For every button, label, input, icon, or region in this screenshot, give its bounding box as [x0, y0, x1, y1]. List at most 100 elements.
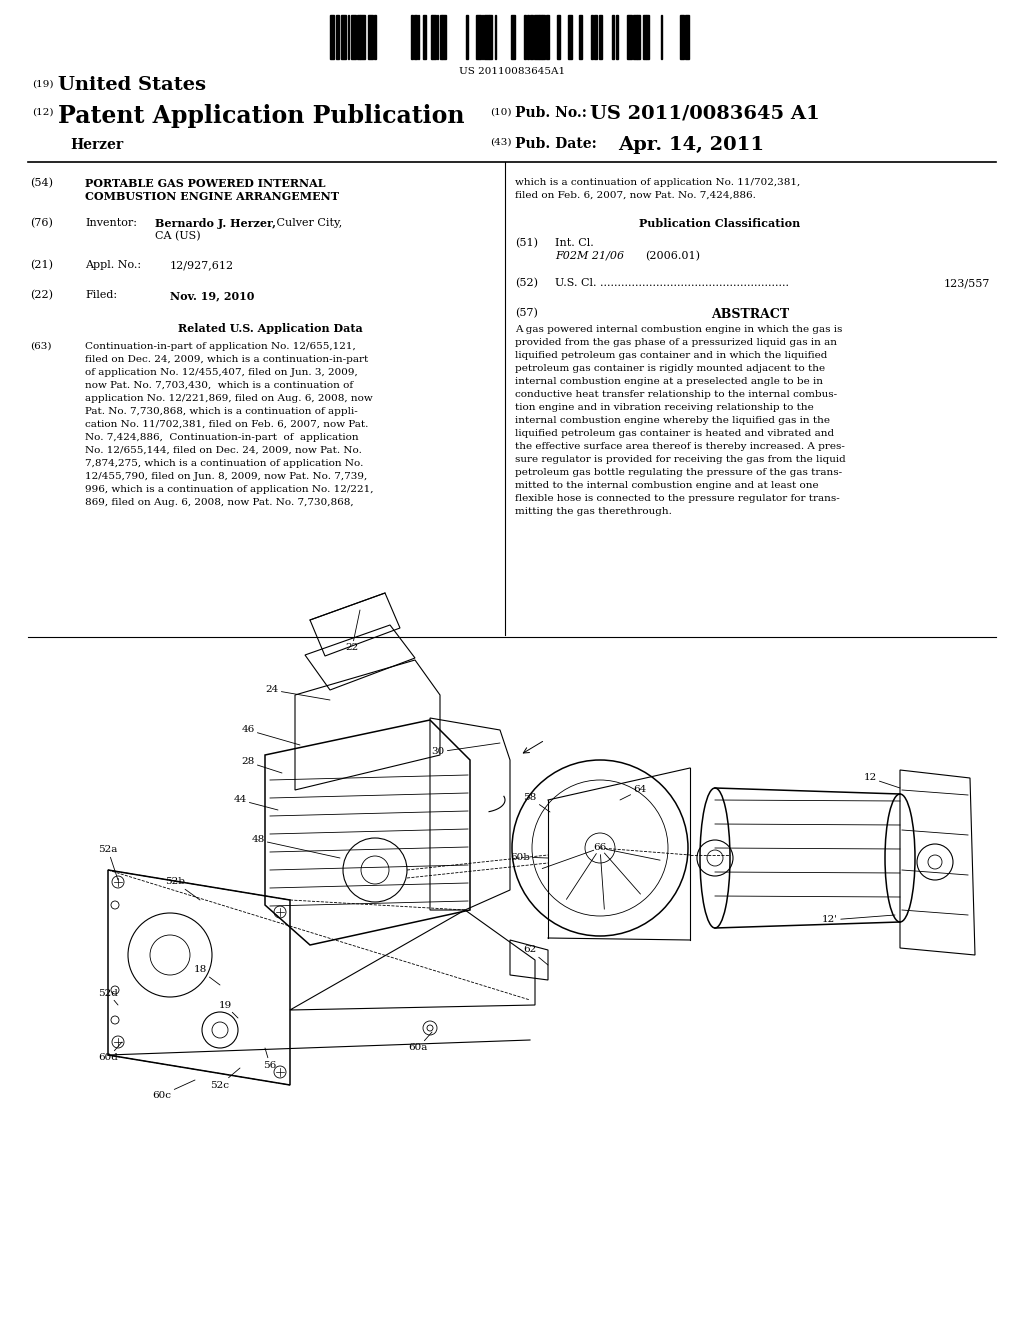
Bar: [466, 15, 468, 59]
Bar: [423, 15, 426, 59]
Text: US 20110083645A1: US 20110083645A1: [459, 67, 565, 77]
Text: United States: United States: [58, 77, 206, 94]
Text: Pat. No. 7,730,868, which is a continuation of appli-: Pat. No. 7,730,868, which is a continuat…: [85, 407, 357, 416]
Text: 24: 24: [265, 685, 330, 700]
Bar: [599, 15, 602, 59]
Text: COMBUSTION ENGINE ARRANGEMENT: COMBUSTION ENGINE ARRANGEMENT: [85, 191, 339, 202]
Text: 28: 28: [242, 758, 282, 774]
Text: Culver City,: Culver City,: [273, 218, 342, 228]
Bar: [633, 15, 637, 59]
Text: 30: 30: [431, 743, 500, 756]
Text: F02M 21/06: F02M 21/06: [555, 251, 624, 261]
Text: filed on Feb. 6, 2007, now Pat. No. 7,424,886.: filed on Feb. 6, 2007, now Pat. No. 7,42…: [515, 191, 756, 201]
Text: (76): (76): [30, 218, 53, 228]
Bar: [432, 15, 436, 59]
Text: application No. 12/221,869, filed on Aug. 6, 2008, now: application No. 12/221,869, filed on Aug…: [85, 393, 373, 403]
Text: 56: 56: [263, 1048, 276, 1069]
Bar: [374, 15, 376, 59]
Bar: [637, 15, 640, 59]
Bar: [546, 15, 549, 59]
Text: Pub. No.:: Pub. No.:: [515, 106, 587, 120]
Text: 60a: 60a: [409, 1032, 432, 1052]
Text: 123/557: 123/557: [944, 279, 990, 288]
Bar: [643, 15, 646, 59]
Bar: [568, 15, 572, 59]
Bar: [612, 15, 614, 59]
Text: sure regulator is provided for receiving the gas from the liquid: sure regulator is provided for receiving…: [515, 455, 846, 465]
Text: Continuation-in-part of application No. 12/655,121,: Continuation-in-part of application No. …: [85, 342, 355, 351]
Text: Appl. No.:: Appl. No.:: [85, 260, 141, 271]
Text: internal combustion engine at a preselected angle to be in: internal combustion engine at a preselec…: [515, 378, 823, 385]
Text: 12': 12': [822, 915, 895, 924]
Bar: [524, 15, 526, 59]
Text: (57): (57): [515, 308, 538, 318]
Bar: [440, 15, 442, 59]
Text: (10): (10): [490, 108, 512, 117]
Bar: [579, 15, 582, 59]
Bar: [411, 15, 413, 59]
Text: 66: 66: [593, 843, 606, 853]
Text: 12: 12: [863, 774, 900, 788]
Text: (21): (21): [30, 260, 53, 271]
Bar: [627, 15, 632, 59]
Text: 48: 48: [251, 836, 340, 858]
Bar: [594, 15, 597, 59]
Bar: [360, 15, 365, 59]
Text: internal combustion engine whereby the liquified gas in the: internal combustion engine whereby the l…: [515, 416, 830, 425]
Bar: [351, 15, 356, 59]
Text: mitted to the internal combustion engine and at least one: mitted to the internal combustion engine…: [515, 480, 818, 490]
Text: Inventor:: Inventor:: [85, 218, 137, 228]
Text: 52c: 52c: [211, 1068, 240, 1089]
Text: (22): (22): [30, 290, 53, 301]
Text: A gas powered internal combustion engine in which the gas is: A gas powered internal combustion engine…: [515, 325, 843, 334]
Text: filed on Dec. 24, 2009, which is a continuation-in-part: filed on Dec. 24, 2009, which is a conti…: [85, 355, 369, 364]
Text: (54): (54): [30, 178, 53, 189]
Bar: [476, 15, 481, 59]
Bar: [527, 15, 529, 59]
Bar: [534, 15, 539, 59]
Bar: [539, 15, 542, 59]
Text: 60b: 60b: [510, 853, 548, 862]
Bar: [680, 15, 684, 59]
Text: 869, filed on Aug. 6, 2008, now Pat. No. 7,730,868,: 869, filed on Aug. 6, 2008, now Pat. No.…: [85, 498, 353, 507]
Bar: [414, 15, 417, 59]
Text: 996, which is a continuation of application No. 12/221,: 996, which is a continuation of applicat…: [85, 484, 374, 494]
Text: U.S. Cl. ......................................................: U.S. Cl. ...............................…: [555, 279, 790, 288]
Text: (12): (12): [32, 108, 53, 117]
Text: Herzer: Herzer: [70, 139, 123, 152]
Text: flexible hose is connected to the pressure regulator for trans-: flexible hose is connected to the pressu…: [515, 494, 840, 503]
Text: 52a: 52a: [98, 846, 118, 880]
Text: 64: 64: [620, 785, 646, 800]
Text: (19): (19): [32, 81, 53, 88]
Text: the effective surface area thereof is thereby increased. A pres-: the effective surface area thereof is th…: [515, 442, 845, 451]
Text: conductive heat transfer relationship to the internal combus-: conductive heat transfer relationship to…: [515, 389, 838, 399]
Text: 12/927,612: 12/927,612: [170, 260, 234, 271]
Text: PORTABLE GAS POWERED INTERNAL: PORTABLE GAS POWERED INTERNAL: [85, 178, 326, 189]
Text: 12/455,790, filed on Jun. 8, 2009, now Pat. No. 7,739,: 12/455,790, filed on Jun. 8, 2009, now P…: [85, 473, 368, 480]
Text: of application No. 12/455,407, filed on Jun. 3, 2009,: of application No. 12/455,407, filed on …: [85, 368, 357, 378]
Text: Related U.S. Application Data: Related U.S. Application Data: [177, 323, 362, 334]
Text: tion engine and in vibration receiving relationship to the: tion engine and in vibration receiving r…: [515, 403, 814, 412]
Bar: [542, 15, 545, 59]
Bar: [646, 15, 649, 59]
Text: (43): (43): [490, 139, 512, 147]
Text: Publication Classification: Publication Classification: [639, 218, 801, 228]
Text: No. 12/655,144, filed on Dec. 24, 2009, now Pat. No.: No. 12/655,144, filed on Dec. 24, 2009, …: [85, 446, 361, 455]
Bar: [357, 15, 360, 59]
Text: which is a continuation of application No. 11/702,381,: which is a continuation of application N…: [515, 178, 800, 187]
Text: 52b: 52b: [165, 878, 200, 900]
Text: petroleum gas container is rigidly mounted adjacent to the: petroleum gas container is rigidly mount…: [515, 364, 825, 374]
Text: 18: 18: [194, 965, 220, 985]
Text: Pub. Date:: Pub. Date:: [515, 137, 597, 150]
Text: (2006.01): (2006.01): [645, 251, 700, 261]
Text: 19: 19: [218, 1001, 238, 1018]
Bar: [591, 15, 593, 59]
Text: CA (US): CA (US): [155, 231, 201, 242]
Text: liquified petroleum gas container and in which the liquified: liquified petroleum gas container and in…: [515, 351, 827, 360]
Bar: [530, 15, 534, 59]
Text: 60c: 60c: [153, 1080, 195, 1100]
Text: cation No. 11/702,381, filed on Feb. 6, 2007, now Pat.: cation No. 11/702,381, filed on Feb. 6, …: [85, 420, 369, 429]
Text: mitting the gas therethrough.: mitting the gas therethrough.: [515, 507, 672, 516]
Text: petroleum gas bottle regulating the pressure of the gas trans-: petroleum gas bottle regulating the pres…: [515, 469, 842, 477]
Text: 22: 22: [345, 610, 360, 652]
